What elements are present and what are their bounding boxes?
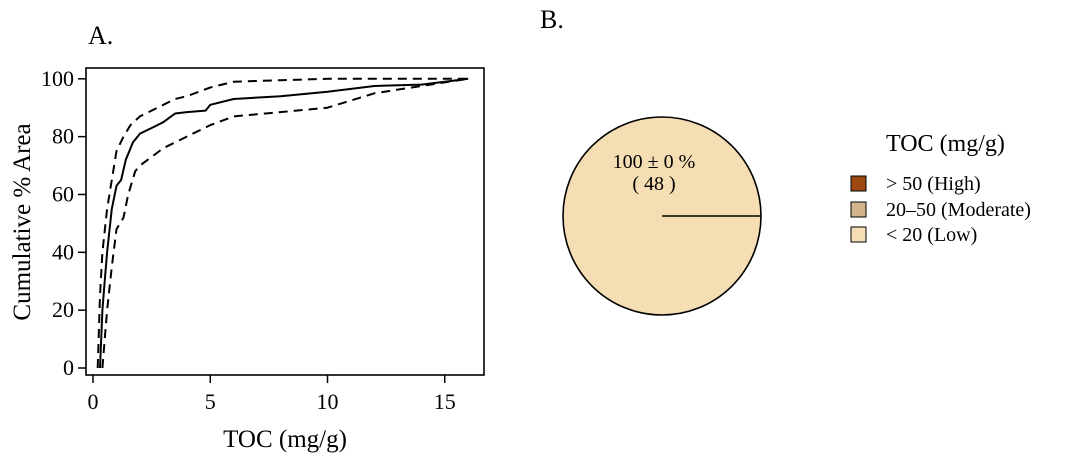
legend-title: TOC (mg/g) <box>886 131 1005 157</box>
legend-item-moderate: 20–50 (Moderate) <box>850 199 1031 221</box>
y-axis: 0 20 40 60 80 100 <box>41 66 86 380</box>
cumulative-area-chart: 0 5 10 15 0 20 40 60 80 100 TOC (mg/g) Cumulativ… <box>9 66 485 453</box>
panel-a-label: A. <box>88 21 113 50</box>
y-tick-label: 20 <box>52 297 74 322</box>
x-tick-label: 0 <box>88 389 99 414</box>
y-tick-label: 100 <box>41 66 74 91</box>
x-tick-label: 15 <box>434 389 456 414</box>
pie-count-label: ( 48 ) <box>632 173 675 195</box>
series-lines <box>96 77 469 369</box>
legend-item-low: < 20 (Low) <box>850 224 977 246</box>
legend-swatch-low <box>850 226 867 243</box>
confidence-band-line-1 <box>96 77 469 369</box>
y-tick-label: 60 <box>52 181 74 206</box>
confidence-band-line-2 <box>101 77 469 369</box>
legend-label-low: < 20 (Low) <box>886 224 977 246</box>
x-axis: 0 5 10 15 <box>88 375 456 414</box>
y-tick-label: 40 <box>52 239 74 264</box>
panel-b-label: B. <box>540 5 564 34</box>
legend-swatch-high <box>850 175 867 192</box>
cumulative-curve-line <box>99 77 469 369</box>
pie-percent-label: 100 ± 0 % <box>613 151 696 173</box>
toc-pie-chart: 100 ± 0 % ( 48 ) <box>562 116 762 316</box>
legend-swatch-moderate <box>850 201 867 218</box>
y-tick-label: 0 <box>63 355 74 380</box>
legend-item-high: > 50 (High) <box>850 173 981 195</box>
y-tick-label: 80 <box>52 124 74 149</box>
legend: TOC (mg/g) > 50 (High) 20–50 (Moderate) … <box>850 131 1031 246</box>
legend-label-moderate: 20–50 (Moderate) <box>886 199 1031 221</box>
plot-frame <box>85 67 485 376</box>
x-tick-label: 10 <box>317 389 339 414</box>
x-axis-title: TOC (mg/g) <box>223 426 347 453</box>
x-tick-label: 5 <box>205 389 216 414</box>
legend-label-high: > 50 (High) <box>886 173 981 195</box>
y-axis-title: Cumulative % Area <box>9 123 36 320</box>
